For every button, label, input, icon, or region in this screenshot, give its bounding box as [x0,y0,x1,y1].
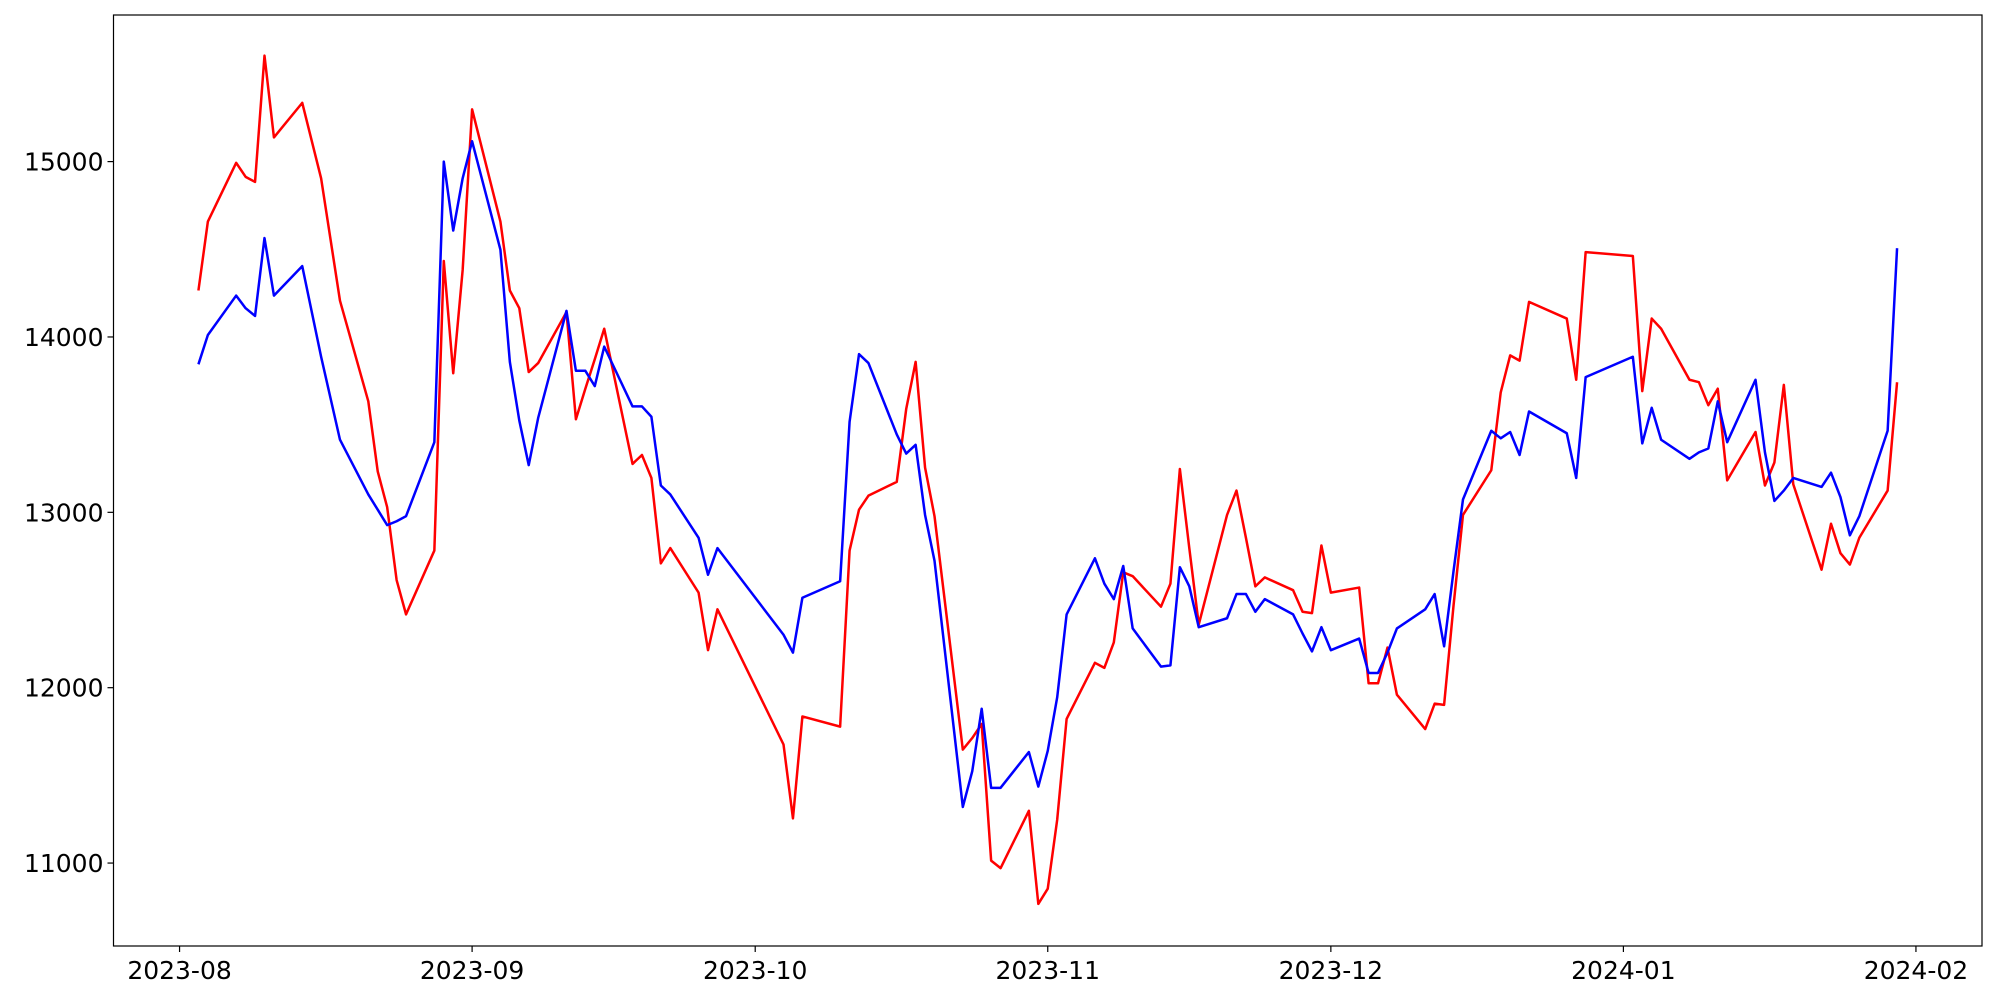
y-tick-label: 14000 [24,323,104,352]
x-tick-label: 2024-01 [1571,956,1675,985]
y-tick-label: 12000 [24,674,104,703]
x-tick-label: 2023-12 [1279,956,1383,985]
series-line [197,140,1899,809]
y-tick-label: 11000 [24,849,104,878]
plot-frame [112,14,1983,947]
x-tick-label: 2023-08 [127,956,231,985]
y-tick-label: 13000 [24,498,104,527]
x-tick-label: 2023-10 [703,956,807,985]
x-tick-label: 2023-11 [996,956,1100,985]
y-tick-label: 15000 [24,148,104,177]
series-line [197,54,1899,906]
x-tick-label: 2024-02 [1864,956,1968,985]
x-tick-label: 2023-09 [420,956,524,985]
